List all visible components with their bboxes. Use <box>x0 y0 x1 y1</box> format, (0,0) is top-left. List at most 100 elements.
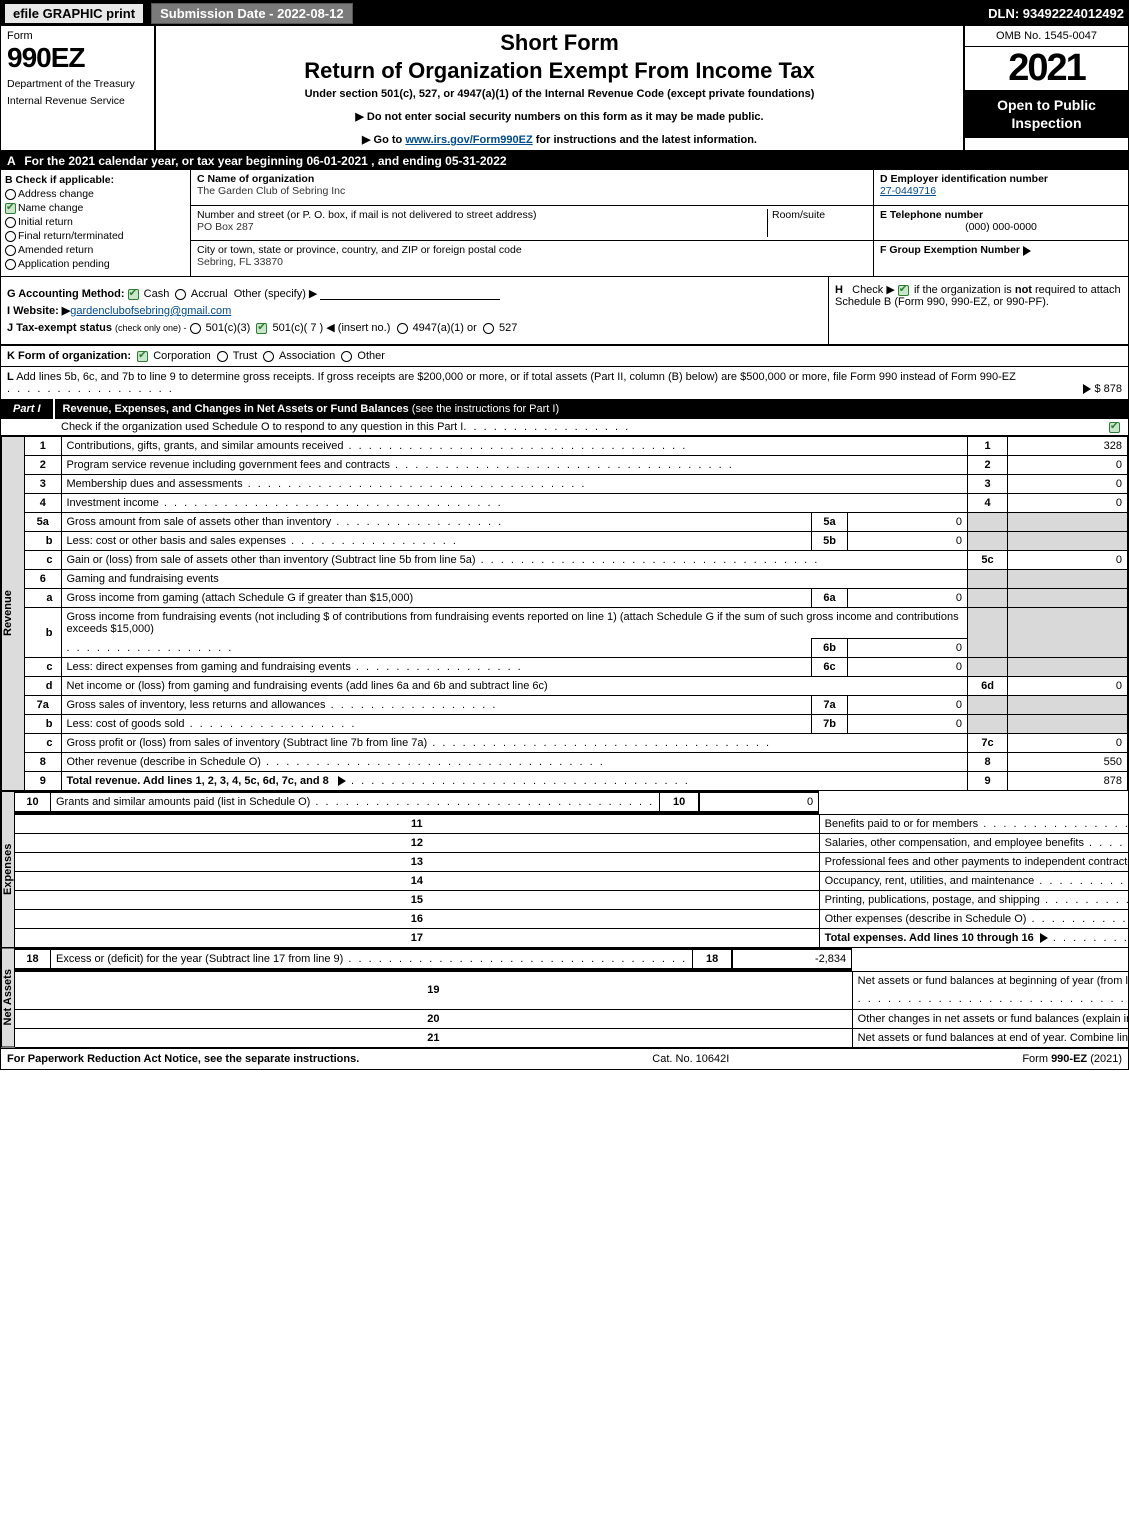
org-name-value: The Garden Club of Sebring Inc <box>197 185 867 197</box>
dept-treasury: Department of the Treasury <box>7 78 148 91</box>
line-16: 16Other expenses (describe in Schedule O… <box>15 910 1129 929</box>
section-g-through-j: G Accounting Method: Cash Accrual Other … <box>1 277 1128 345</box>
page-footer: For Paperwork Reduction Act Notice, see … <box>1 1048 1128 1069</box>
catalog-number: Cat. No. 10642I <box>652 1053 729 1065</box>
website-row: I Website: ▶gardenclubofsebring@gmail.co… <box>7 304 822 317</box>
line-7b: bLess: cost of goods sold7b0 <box>25 715 1128 734</box>
line-14: 14Occupancy, rent, utilities, and mainte… <box>15 872 1129 891</box>
subtitle: Under section 501(c), 527, or 4947(a)(1)… <box>162 88 957 100</box>
room-label: Room/suite <box>772 209 867 221</box>
tax-year: 2021 <box>965 47 1128 90</box>
arrow-icon <box>338 776 346 786</box>
chk-other-org[interactable] <box>341 351 352 362</box>
title-short-form: Short Form <box>162 30 957 56</box>
line-1: 1Contributions, gifts, grants, and simil… <box>25 437 1128 456</box>
chk-cash[interactable] <box>128 289 139 300</box>
group-exemption-label: F Group Exemption Number <box>880 244 1020 256</box>
header-middle: Short Form Return of Organization Exempt… <box>156 26 963 150</box>
goto-line: ▶ Go to www.irs.gov/Form990EZ for instru… <box>162 133 957 146</box>
form-header: Form 990EZ Department of the Treasury In… <box>1 26 1128 152</box>
dln-label: DLN: 93492224012492 <box>988 6 1124 21</box>
header-right: OMB No. 1545-0047 2021 Open to Public In… <box>963 26 1128 150</box>
chk-trust[interactable] <box>217 351 228 362</box>
gross-receipts-amount: $ 878 <box>1094 383 1122 395</box>
phone-value: (000) 000-0000 <box>880 221 1122 233</box>
submission-date-badge: Submission Date - 2022-08-12 <box>151 3 353 24</box>
form-ref: Form 990-EZ (2021) <box>1022 1053 1122 1065</box>
row-a: A For the 2021 calendar year, or tax yea… <box>1 152 1128 170</box>
part-1-tab: Part I <box>1 399 55 419</box>
expenses-section: Expenses 10Grants and similar amounts pa… <box>1 791 1128 948</box>
warning-ssn: ▶ Do not enter social security numbers o… <box>162 110 957 123</box>
line-6d: dNet income or (loss) from gaming and fu… <box>25 677 1128 696</box>
line-6a: aGross income from gaming (attach Schedu… <box>25 589 1128 608</box>
tax-year-range: For the 2021 calendar year, or tax year … <box>24 154 506 168</box>
line-2: 2Program service revenue including gover… <box>25 456 1128 475</box>
chk-amended-return[interactable]: Amended return <box>5 244 186 256</box>
line-15: 15Printing, publications, postage, and s… <box>15 891 1129 910</box>
line-7a: 7aGross sales of inventory, less returns… <box>25 696 1128 715</box>
chk-final-return[interactable]: Final return/terminated <box>5 230 186 242</box>
line-6b: bGross income from fundraising events (n… <box>25 608 1128 639</box>
chk-corporation[interactable] <box>137 351 148 362</box>
line-10: 10Grants and similar amounts paid (list … <box>15 791 819 814</box>
line-13: 13Professional fees and other payments t… <box>15 853 1129 872</box>
arrow-icon <box>1040 933 1048 943</box>
section-b-through-f: B Check if applicable: Address change Na… <box>1 170 1128 277</box>
chk-accrual[interactable] <box>175 289 186 300</box>
row-l: L Add lines 5b, 6c, and 7b to line 9 to … <box>1 366 1128 399</box>
chk-schedule-b-not-required[interactable] <box>898 285 909 296</box>
tax-exempt-status-row: J Tax-exempt status (check only one) - 5… <box>7 321 822 334</box>
title-return: Return of Organization Exempt From Incom… <box>162 58 957 84</box>
irs-link[interactable]: www.irs.gov/Form990EZ <box>405 134 532 146</box>
omb-number: OMB No. 1545-0047 <box>965 26 1128 47</box>
part-1-header: Part I Revenue, Expenses, and Changes in… <box>1 399 1128 419</box>
city-value: Sebring, FL 33870 <box>197 256 867 268</box>
ein-value[interactable]: 27-0449716 <box>880 185 936 197</box>
row-k: K Form of organization: Corporation Trus… <box>1 345 1128 366</box>
org-name-label: C Name of organization <box>197 173 867 185</box>
arrow-icon <box>1083 384 1091 394</box>
line-11: 11Benefits paid to or for members110 <box>15 815 1129 834</box>
line-5a: 5aGross amount from sale of assets other… <box>25 513 1128 532</box>
line-6b-val: 6b0 <box>25 639 1128 658</box>
line-9: 9Total revenue. Add lines 1, 2, 3, 4, 5c… <box>25 772 1128 791</box>
chk-schedule-o-used[interactable] <box>1109 422 1120 433</box>
line-4: 4Investment income40 <box>25 494 1128 513</box>
form-label: Form <box>7 30 148 42</box>
line-8: 8Other revenue (describe in Schedule O)8… <box>25 753 1128 772</box>
chk-address-change[interactable]: Address change <box>5 188 186 200</box>
chk-501c3[interactable] <box>190 323 201 334</box>
line-12: 12Salaries, other compensation, and empl… <box>15 834 1129 853</box>
line-5b: bLess: cost or other basis and sales exp… <box>25 532 1128 551</box>
chk-4947[interactable] <box>397 323 408 334</box>
chk-527[interactable] <box>483 323 494 334</box>
net-assets-label: Net Assets <box>1 948 15 1048</box>
topbar: efile GRAPHIC print Submission Date - 20… <box>1 1 1128 26</box>
line-19: 19Net assets or fund balances at beginni… <box>15 972 1129 991</box>
part-1-subheader: Check if the organization used Schedule … <box>1 419 1128 436</box>
chk-initial-return[interactable]: Initial return <box>5 216 186 228</box>
chk-501c[interactable] <box>256 323 267 334</box>
header-left: Form 990EZ Department of the Treasury In… <box>1 26 156 150</box>
efile-print-button[interactable]: efile GRAPHIC print <box>5 4 143 23</box>
arrow-icon <box>1023 246 1031 256</box>
dept-irs: Internal Revenue Service <box>7 95 148 108</box>
column-def: D Employer identification number 27-0449… <box>873 170 1128 276</box>
chk-application-pending[interactable]: Application pending <box>5 258 186 270</box>
revenue-section: Revenue 1Contributions, gifts, grants, a… <box>1 436 1128 791</box>
chk-association[interactable] <box>263 351 274 362</box>
ein-label: D Employer identification number <box>880 173 1122 185</box>
expenses-label: Expenses <box>1 791 15 948</box>
line-5c: cGain or (loss) from sale of assets othe… <box>25 551 1128 570</box>
column-c: C Name of organization The Garden Club o… <box>191 170 873 276</box>
open-to-public: Open to Public Inspection <box>965 90 1128 138</box>
chk-name-change[interactable]: Name change <box>5 202 186 214</box>
website-link[interactable]: gardenclubofsebring@gmail.com <box>70 305 231 317</box>
column-b: B Check if applicable: Address change Na… <box>1 170 191 276</box>
net-assets-section: Net Assets 18Excess or (deficit) for the… <box>1 948 1128 1048</box>
line-17: 17Total expenses. Add lines 10 through 1… <box>15 929 1129 948</box>
line-3: 3Membership dues and assessments30 <box>25 475 1128 494</box>
city-label: City or town, state or province, country… <box>197 244 867 256</box>
line-6c: cLess: direct expenses from gaming and f… <box>25 658 1128 677</box>
